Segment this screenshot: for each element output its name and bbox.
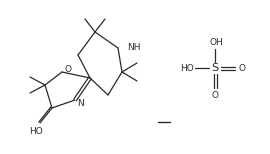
Text: HO: HO [180,63,194,73]
Text: S: S [211,63,218,73]
Text: NH: NH [127,43,140,51]
Text: O: O [238,63,245,73]
Text: OH: OH [209,38,223,47]
Text: O: O [65,65,72,73]
Text: HO: HO [29,126,43,136]
Text: O: O [211,91,218,99]
Text: N: N [78,99,84,107]
